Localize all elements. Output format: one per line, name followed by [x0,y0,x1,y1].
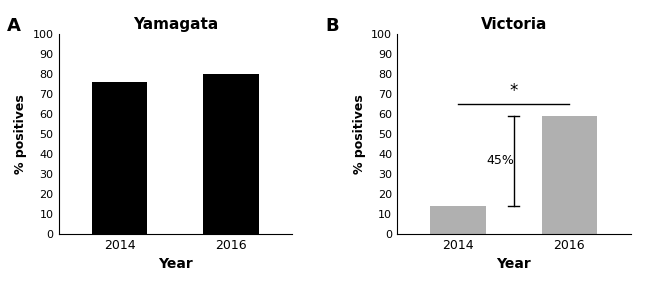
Text: *: * [510,82,518,100]
Bar [203,74,259,234]
Text: A: A [6,17,20,35]
Bar [541,116,597,234]
Y-axis label: % positives: % positives [14,94,27,174]
Title: Yamagata: Yamagata [133,17,218,32]
Y-axis label: % positives: % positives [352,94,365,174]
Text: B: B [325,17,339,35]
Text: 45%: 45% [486,154,514,167]
Bar [92,82,148,234]
Bar [430,206,486,234]
X-axis label: Year: Year [497,257,531,271]
X-axis label: Year: Year [158,257,192,271]
Title: Victoria: Victoria [480,17,547,32]
